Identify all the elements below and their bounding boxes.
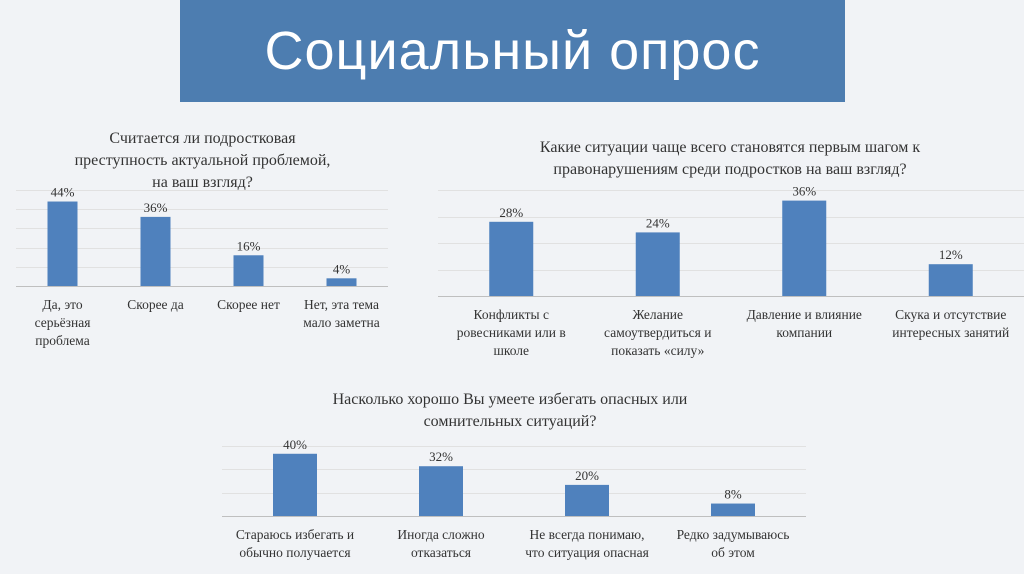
category-label: Скука и отсутствие интересных занятий <box>880 306 1022 342</box>
bar <box>273 453 317 516</box>
chart-2-plot: 28% 24% 36% 12% <box>438 184 1024 297</box>
chart-2-title-line: правонарушениям среди подростков на ваш … <box>553 161 907 178</box>
category-label-line: Скорее нет <box>217 297 280 312</box>
category-label-line: Конфликты с <box>473 307 549 322</box>
data-label: 32% <box>429 449 453 464</box>
category-label-line: Редко задумываюсь <box>676 527 790 542</box>
category-label-line: проблема <box>35 333 90 348</box>
chart-1-title: Считается ли подростковая преступность а… <box>20 128 385 194</box>
chart-3-plot: 40% 32% 20% 8% <box>222 437 806 517</box>
category-label-line: Скука и отсутствие <box>895 307 1007 322</box>
category-label-line: серьёзная <box>34 315 91 330</box>
chart-3-title-line: сомнительных ситуаций? <box>423 413 597 430</box>
chart-1-title-line: на ваш взгляд? <box>152 174 253 191</box>
data-label: 28% <box>499 205 523 220</box>
data-label: 44% <box>51 185 75 200</box>
category-label-line: школе <box>493 343 530 358</box>
category-label-line: Да, это <box>42 297 83 312</box>
chart-1-title-line: преступность актуальной проблемой, <box>74 152 331 169</box>
category-label-line: об этом <box>711 545 755 560</box>
chart-1-plot: 44% 36% 16% 4% <box>16 185 388 287</box>
category-label-line: компании <box>776 325 833 340</box>
category-label: Да, это серьёзная проблема <box>15 296 111 350</box>
bar <box>140 216 171 286</box>
category-label-line: отказаться <box>410 545 472 560</box>
category-label: Нет, эта тема мало заметна <box>294 296 390 332</box>
category-label: Скорее нет <box>201 296 297 314</box>
data-label: 20% <box>575 468 599 483</box>
data-label: 16% <box>237 238 261 253</box>
page-title: Социальный опрос <box>264 21 761 81</box>
bar <box>711 503 755 516</box>
data-label: 40% <box>283 437 307 452</box>
category-label-line: Давление и влияние <box>746 307 862 322</box>
bar <box>489 221 534 296</box>
bar <box>233 255 264 286</box>
bar <box>635 232 680 296</box>
data-label: 8% <box>724 487 742 502</box>
category-label: Стараюсь избегать и обычно получается <box>220 526 370 562</box>
category-label: Редко задумываюсь об этом <box>658 526 808 562</box>
data-label: 24% <box>646 215 670 230</box>
chart-2-title: Какие ситуации чаще всего становятся пер… <box>440 137 1020 181</box>
category-label-line: что ситуация опасная <box>525 545 649 560</box>
category-label: Желание самоутвердиться и показать «силу» <box>587 306 729 360</box>
category-label-line: Иногда сложно <box>397 527 485 542</box>
bar <box>47 201 78 286</box>
category-label-line: обычно получается <box>239 545 351 560</box>
data-label: 36% <box>144 200 168 215</box>
bar <box>565 484 609 516</box>
category-label-line: показать «силу» <box>611 343 705 358</box>
category-label-line: Желание <box>632 307 684 322</box>
data-label: 12% <box>939 247 963 262</box>
category-label-line: Не всегда понимаю, <box>529 527 645 542</box>
category-label: Конфликты с ровесниками или в школе <box>440 306 582 360</box>
category-label-line: интересных занятий <box>892 325 1010 340</box>
category-label: Иногда сложно отказаться <box>366 526 516 562</box>
category-label-line: Нет, эта тема <box>304 297 379 312</box>
data-label: 36% <box>792 184 816 199</box>
category-label-line: Стараюсь избегать и <box>235 527 355 542</box>
bar <box>419 466 463 516</box>
category-label-line: Скорее да <box>127 297 184 312</box>
chart-3-title-line: Насколько хорошо Вы умеете избегать опас… <box>332 391 688 408</box>
bar <box>928 264 973 296</box>
category-label-line: мало заметна <box>303 315 380 330</box>
chart-2-title-line: Какие ситуации чаще всего становятся пер… <box>539 139 921 156</box>
bar <box>782 200 827 296</box>
category-label: Давление и влияние компании <box>733 306 875 342</box>
chart-1-title-line: Считается ли подростковая <box>109 130 296 147</box>
chart-3-title: Насколько хорошо Вы умеете избегать опас… <box>220 389 800 433</box>
bar <box>326 278 357 286</box>
category-label-line: ровесниками или в <box>456 325 566 340</box>
data-label: 4% <box>333 261 351 276</box>
title-banner: Социальный опрос <box>180 0 845 102</box>
category-label: Скорее да <box>108 296 204 314</box>
category-label: Не всегда понимаю, что ситуация опасная <box>512 526 662 562</box>
category-label-line: самоутвердиться и <box>604 325 712 340</box>
